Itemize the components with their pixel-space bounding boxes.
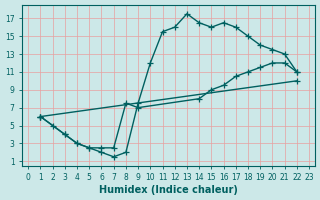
X-axis label: Humidex (Indice chaleur): Humidex (Indice chaleur) bbox=[99, 185, 238, 195]
